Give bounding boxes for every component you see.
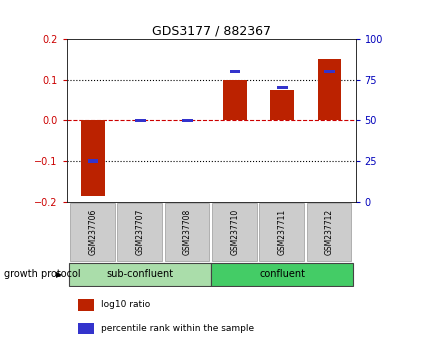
Text: GSM237707: GSM237707 [135, 209, 144, 255]
Bar [270, 90, 293, 120]
Bar [211, 263, 353, 285]
Text: GSM237708: GSM237708 [183, 209, 192, 255]
Bar [212, 203, 256, 261]
Bar [69, 263, 211, 285]
Text: GSM237706: GSM237706 [88, 209, 97, 255]
Title: GDS3177 / 882367: GDS3177 / 882367 [151, 25, 270, 38]
Bar [276, 86, 287, 90]
Text: percentile rank within the sample: percentile rank within the sample [100, 324, 253, 333]
Bar [87, 159, 98, 163]
Bar [78, 322, 93, 335]
Bar [70, 203, 114, 261]
Bar [317, 59, 341, 120]
Bar [117, 203, 162, 261]
Bar [306, 203, 350, 261]
Bar [222, 80, 246, 120]
Bar [164, 203, 209, 261]
Text: log10 ratio: log10 ratio [100, 300, 150, 309]
Bar [182, 119, 192, 122]
Bar [229, 70, 240, 73]
Text: sub-confluent: sub-confluent [106, 269, 173, 279]
Text: GSM237712: GSM237712 [324, 209, 333, 255]
Text: confluent: confluent [258, 269, 304, 279]
Bar [81, 120, 104, 196]
Text: growth protocol: growth protocol [4, 269, 81, 279]
Bar [323, 70, 334, 73]
Text: ▶: ▶ [56, 270, 62, 279]
Text: GSM237711: GSM237711 [277, 209, 286, 255]
Bar [259, 203, 303, 261]
Bar [135, 119, 145, 122]
Bar [78, 299, 93, 311]
Text: GSM237710: GSM237710 [230, 209, 239, 255]
